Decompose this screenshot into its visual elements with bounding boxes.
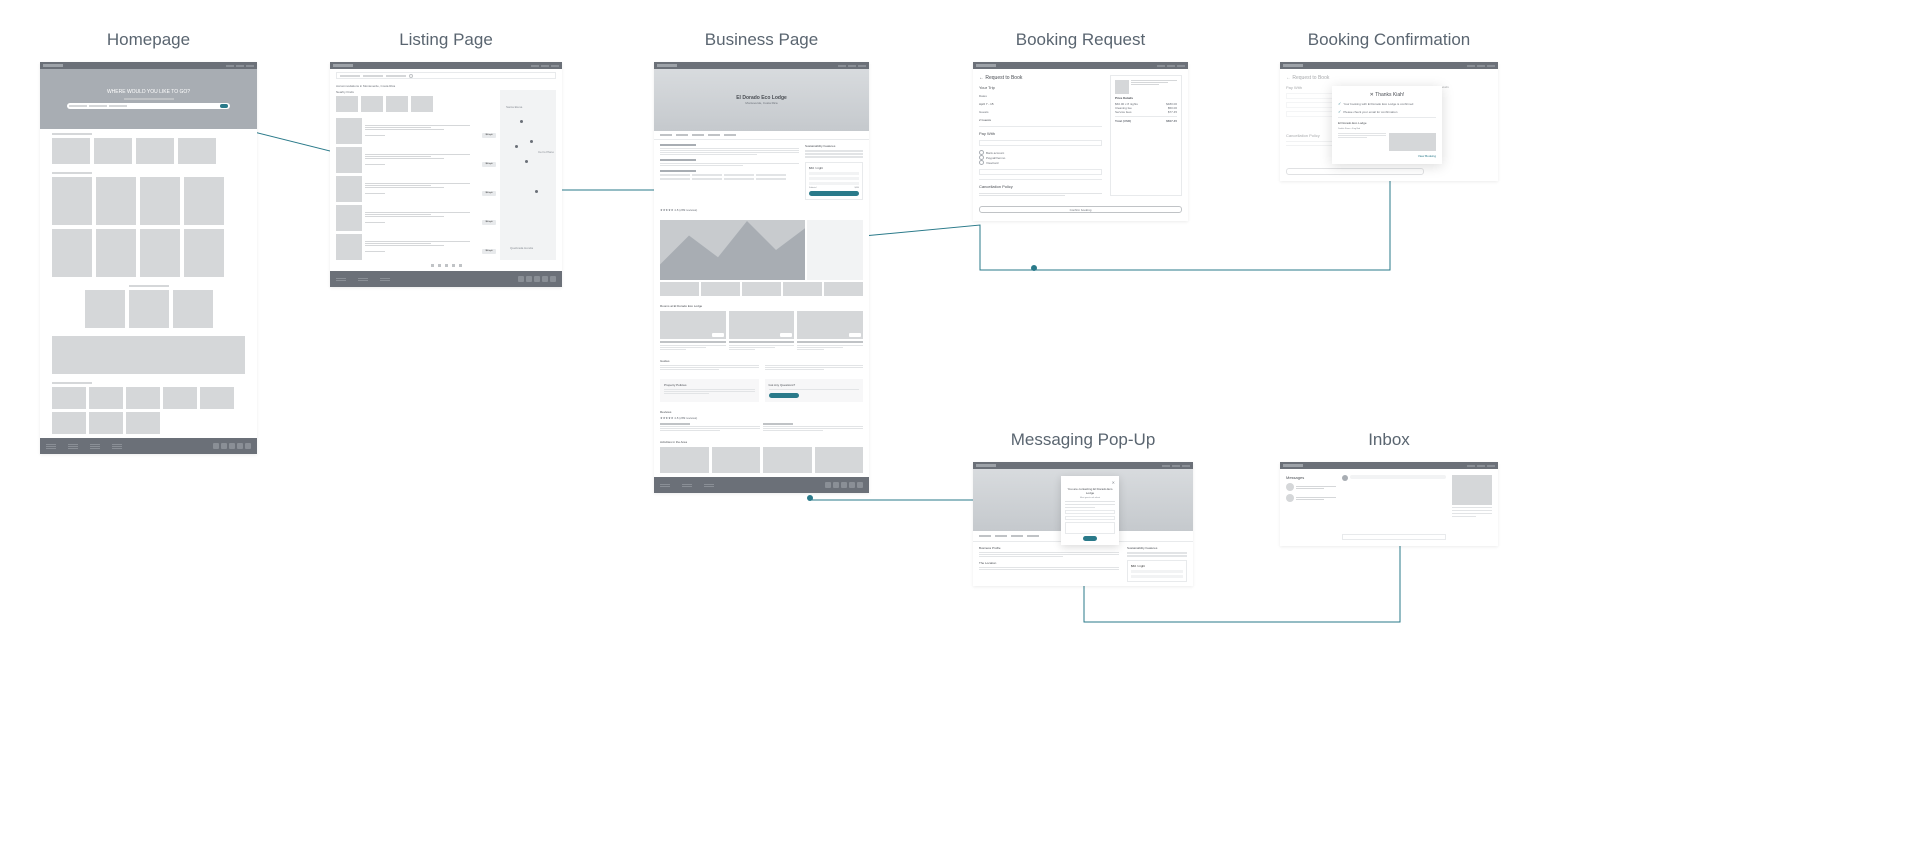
- listing-cards: $8/night $8/night $8/night $8/night $8/night: [336, 118, 496, 260]
- col-listing: Listing Page Accommodations in Monteverd…: [330, 30, 562, 287]
- connector-layer: [40, 30, 1880, 830]
- message-textarea[interactable]: [1065, 522, 1115, 534]
- col-booking-request: Booking Request ← Request to Book Your T…: [973, 30, 1188, 221]
- conversation-item[interactable]: [1286, 494, 1336, 502]
- title-business: Business Page: [654, 30, 869, 50]
- request-book-button[interactable]: [809, 191, 859, 196]
- map-panel[interactable]: [807, 220, 863, 280]
- gallery-main[interactable]: [660, 220, 805, 280]
- canvas: Homepage WHERE WOULD YOU LIKE TO GO? Lis…: [40, 30, 1880, 830]
- title-confirmation: Booking Confirmation: [1280, 30, 1498, 50]
- listing-heading: Accommodations in Monteverde, Costa Rica: [330, 82, 562, 90]
- conversation-list: Messages: [1286, 475, 1336, 540]
- pagination[interactable]: [330, 260, 562, 271]
- back-link[interactable]: ← Request to Book: [979, 75, 1102, 81]
- wireframe-booking-request: ← Request to Book Your Trip Dates April …: [973, 62, 1188, 221]
- search-bar[interactable]: [67, 103, 230, 109]
- message-button[interactable]: [769, 393, 799, 398]
- col-inbox: Inbox Messages: [1280, 430, 1498, 546]
- title-messaging: Messaging Pop-Up: [973, 430, 1193, 450]
- message-popup: ✕ You are contacting El Dorado Eco Lodge…: [1061, 476, 1119, 545]
- room-card[interactable]: [729, 311, 795, 351]
- hero-tagline: WHERE WOULD YOU LIKE TO GO?: [107, 89, 190, 95]
- price-summary: Price Details $60.00 x 8 nights$480.00Cl…: [1110, 75, 1182, 196]
- listing-card[interactable]: $8/night: [336, 118, 496, 144]
- col-homepage: Homepage WHERE WOULD YOU LIKE TO GO?: [40, 30, 257, 454]
- title-homepage: Homepage: [40, 30, 257, 50]
- title-listing: Listing Page: [330, 30, 562, 50]
- search-icon[interactable]: [409, 74, 413, 78]
- title-booking-request: Booking Request: [973, 30, 1188, 50]
- col-business: Business Page El Dorado Eco Lodge Montev…: [654, 30, 869, 493]
- conversation-item[interactable]: [1286, 483, 1336, 491]
- card-input[interactable]: [979, 169, 1102, 175]
- listing-card[interactable]: $8/night: [336, 234, 496, 260]
- wireframe-homepage: WHERE WOULD YOU LIKE TO GO?: [40, 62, 257, 454]
- search-button[interactable]: [220, 104, 228, 108]
- view-booking-link[interactable]: View Booking: [1338, 154, 1436, 158]
- filter-bar[interactable]: [336, 72, 556, 79]
- message-input[interactable]: [1342, 534, 1446, 540]
- map[interactable]: Santa Elena Cerro Plano Quebrada Honda: [500, 90, 556, 260]
- payment-option[interactable]: Visa/card: [979, 160, 1102, 165]
- col-confirmation: Booking Confirmation ← Request to Book P…: [1280, 30, 1498, 181]
- close-icon[interactable]: ✕: [1065, 480, 1115, 485]
- tabs[interactable]: [654, 131, 869, 140]
- business-hero: El Dorado Eco Lodge Monteverde, Costa Ri…: [654, 69, 869, 131]
- dates-field[interactable]: [1065, 510, 1115, 514]
- guests-field[interactable]: [1065, 516, 1115, 520]
- room-card[interactable]: [797, 311, 863, 351]
- wireframe-inbox: Messages: [1280, 462, 1498, 546]
- message-thread: [1342, 475, 1446, 540]
- room-card[interactable]: [660, 311, 726, 351]
- confirmation-modal: ✕ Thanks Kiah! Your booking with El Dora…: [1332, 86, 1442, 164]
- wireframe-messaging: Business Profile The Location Sustainabi…: [973, 462, 1193, 586]
- wireframe-business: El Dorado Eco Lodge Monteverde, Costa Ri…: [654, 62, 869, 493]
- payment-select[interactable]: [979, 140, 1102, 146]
- col-messaging: Messaging Pop-Up Business Profile The Lo…: [973, 430, 1193, 586]
- send-button[interactable]: [1083, 536, 1097, 541]
- hero: WHERE WOULD YOU LIKE TO GO?: [40, 69, 257, 129]
- listing-card[interactable]: $8/night: [336, 147, 496, 173]
- listing-card[interactable]: $8/night: [336, 176, 496, 202]
- wireframe-confirmation: ← Request to Book Pay With Cancellation …: [1280, 62, 1498, 181]
- wireframe-listing: Accommodations in Monteverde, Costa Rica…: [330, 62, 562, 287]
- listing-card[interactable]: $8/night: [336, 205, 496, 231]
- header: [40, 62, 257, 69]
- booking-widget[interactable]: $60 / night Subtotal$480: [805, 162, 863, 200]
- listing-sidebar: [1452, 475, 1492, 540]
- confirm-booking-button[interactable]: Confirm booking: [979, 206, 1182, 213]
- footer: [40, 438, 257, 454]
- title-inbox: Inbox: [1280, 430, 1498, 450]
